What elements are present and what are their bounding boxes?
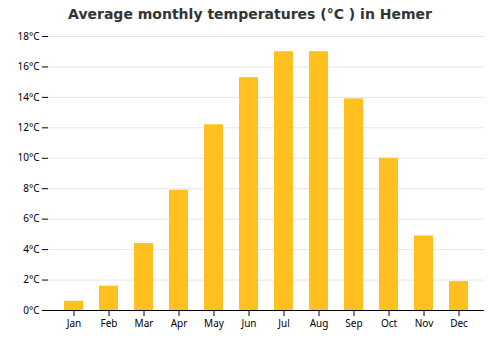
- svg-text:Dec: Dec: [450, 316, 468, 330]
- svg-text:Mar: Mar: [135, 316, 154, 330]
- svg-text:May: May: [204, 316, 225, 330]
- svg-text:16°C: 16°C: [17, 59, 40, 73]
- svg-text:Oct: Oct: [381, 316, 398, 330]
- svg-text:8°C: 8°C: [23, 181, 40, 195]
- svg-text:2°C: 2°C: [23, 272, 40, 286]
- svg-text:18°C: 18°C: [17, 29, 40, 43]
- svg-text:Jan: Jan: [66, 316, 82, 330]
- svg-text:Apr: Apr: [171, 316, 188, 330]
- svg-text:Aug: Aug: [310, 316, 329, 330]
- svg-text:Nov: Nov: [415, 316, 434, 330]
- svg-text:12°C: 12°C: [17, 120, 40, 134]
- svg-text:Jul: Jul: [277, 316, 290, 330]
- svg-text:4°C: 4°C: [23, 242, 40, 256]
- svg-text:Sep: Sep: [345, 316, 362, 330]
- svg-text:Jun: Jun: [240, 316, 256, 330]
- svg-text:Feb: Feb: [101, 316, 118, 330]
- svg-text:10°C: 10°C: [17, 150, 40, 164]
- html-text:Average monthly temperatures (: Average monthly temperatures (°C ) in He…: [68, 6, 432, 22]
- svg-text:6°C: 6°C: [23, 211, 40, 225]
- svg-text:0°C: 0°C: [23, 303, 40, 317]
- svg-text:14°C: 14°C: [17, 90, 40, 104]
